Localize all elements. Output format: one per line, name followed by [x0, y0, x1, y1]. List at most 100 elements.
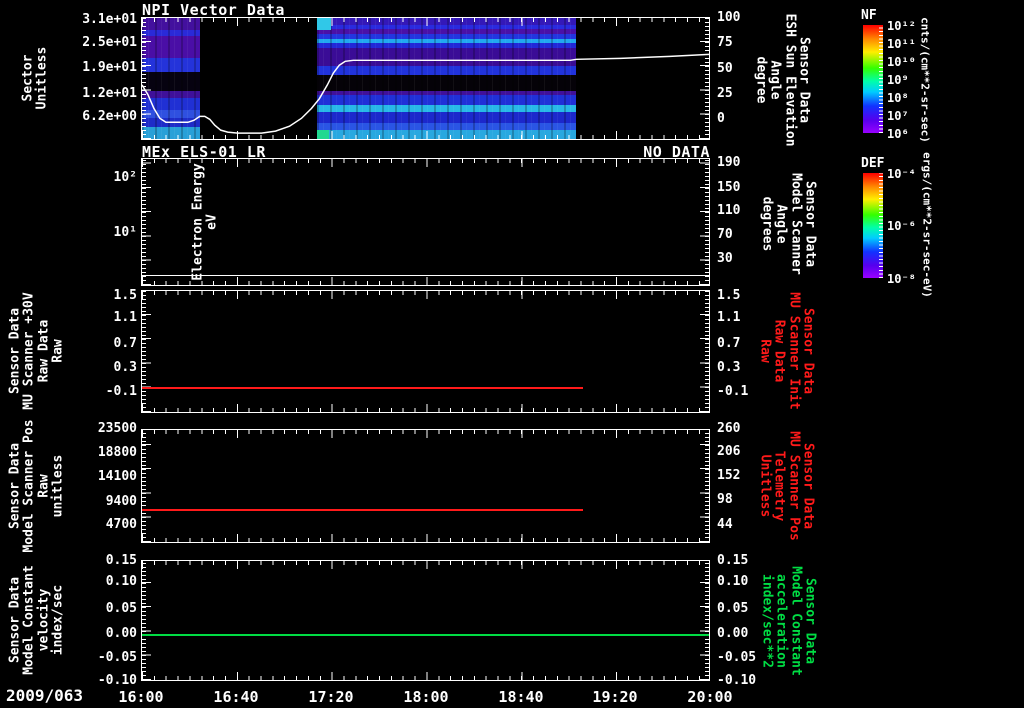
y-tick: 14100 [97, 469, 137, 484]
colorbar-ticks [879, 25, 883, 133]
ticks [142, 291, 151, 412]
y-tick: 0.00 [105, 626, 137, 641]
cyan-pixel-patch [317, 18, 331, 30]
p2-left-axis-label: Electron Energy eV [190, 163, 220, 281]
panel2-title: MEx ELS-01 LR [142, 143, 266, 161]
ticks [142, 672, 709, 680]
y-tick: 75 [717, 35, 733, 50]
y-tick: 0.00 [717, 626, 749, 641]
y-tick: 190 [717, 155, 741, 170]
x-tick: 18:00 [403, 688, 449, 706]
green-pixel-patch [317, 130, 329, 139]
ticks [142, 561, 709, 569]
ticks [142, 159, 151, 285]
y-tick: 50 [717, 61, 733, 76]
ticks [142, 131, 709, 139]
y-tick: 0.3 [717, 360, 741, 375]
y-tick: -0.05 [717, 650, 757, 665]
panel-scanner-pos [141, 429, 710, 543]
ticks [142, 18, 709, 26]
colorbar-tick: 10⁶ [887, 127, 909, 141]
def-colorbar-title: DEF [861, 156, 885, 171]
y-tick: 100 [717, 10, 741, 25]
ticks [700, 291, 709, 412]
panel-mu-scanner-30v [141, 290, 710, 413]
colorbar-tick: 10¹² [887, 19, 916, 33]
ticks [142, 159, 709, 167]
y-tick: 0 [717, 111, 725, 126]
y-tick: 4700 [105, 517, 137, 532]
y-tick: 1.5 [113, 288, 137, 303]
y-tick: 25 [717, 86, 733, 101]
page-title: NPI Vector Data [142, 1, 285, 19]
y-tick: 10² [113, 170, 137, 185]
y-tick: -0.10 [97, 673, 137, 688]
spectrogram-segment-1 [142, 18, 200, 139]
y-tick: 0.7 [113, 336, 137, 351]
y-tick: 0.05 [717, 601, 749, 616]
rainbow-gradient [863, 173, 883, 278]
colorbar-tick: 10⁻⁶ [887, 219, 916, 233]
y-tick: 10¹ [113, 225, 137, 240]
x-tick: 16:40 [213, 688, 259, 706]
ticks [142, 18, 151, 139]
y-tick: 0.10 [105, 574, 137, 589]
y-tick: 3.1e+01 [82, 12, 137, 27]
colorbar-tick: 10⁹ [887, 73, 909, 87]
ticks [700, 561, 709, 680]
ticks [142, 430, 709, 438]
red-data-line [142, 509, 583, 511]
ticks [142, 404, 709, 412]
rainbow-gradient [863, 25, 883, 133]
x-tick: 19:20 [592, 688, 638, 706]
ticks [142, 534, 709, 542]
panel-els-spectrogram [141, 158, 710, 286]
y-tick: 30 [717, 251, 733, 266]
y-tick: 0.7 [717, 336, 741, 351]
y-tick: 206 [717, 444, 741, 459]
y-tick: 6.2e+00 [82, 109, 137, 124]
nf-colorbar-title: NF [861, 8, 877, 23]
y-tick: 110 [717, 203, 741, 218]
sun-elevation-line [142, 53, 709, 134]
colorbar-tick: 10⁸ [887, 91, 909, 105]
x-tick: 18:40 [498, 688, 544, 706]
y-tick: 1.1 [717, 310, 741, 325]
y-tick: 23500 [97, 421, 137, 436]
x-tick: 17:20 [308, 688, 354, 706]
y-tick: 1.9e+01 [82, 60, 137, 75]
y-tick: 18800 [97, 445, 137, 460]
y-tick: 150 [717, 180, 741, 195]
colorbar-tick: 10⁻⁴ [887, 167, 916, 181]
x-tick: 20:00 [687, 688, 733, 706]
y-tick: 70 [717, 227, 733, 242]
y-tick: -0.1 [717, 384, 749, 399]
def-colorbar [863, 173, 883, 278]
p4-left-axis-label: Sensor Data Model Scanner Pos Raw unitle… [7, 419, 66, 553]
y-tick: -0.10 [717, 673, 757, 688]
colorbar-tick: 10⁷ [887, 109, 909, 123]
no-data-badge: NO DATA [643, 143, 710, 161]
y-tick: 0.15 [105, 553, 137, 568]
y-tick: -0.05 [97, 650, 137, 665]
colorbar-tick: 10¹¹ [887, 37, 916, 51]
ticks [700, 159, 709, 285]
ticks [142, 291, 709, 299]
ticks [142, 277, 709, 285]
els-baseline [142, 275, 709, 276]
ticks [142, 561, 151, 680]
colorbar-ticks [879, 173, 883, 278]
y-tick: 0.05 [105, 601, 137, 616]
colorbar-tick: 10¹⁰ [887, 55, 916, 69]
y-tick: -0.1 [105, 384, 137, 399]
y-tick: 0.15 [717, 553, 749, 568]
def-colorbar-unit: ergs/(cm**2-sr-sec-eV) [920, 152, 934, 298]
spectrogram-segment-2 [317, 18, 576, 139]
y-tick: 1.2e+01 [82, 86, 137, 101]
y-tick: 0.10 [717, 574, 749, 589]
x-axis-date: 2009/063 [6, 686, 84, 705]
green-data-line [142, 634, 709, 636]
colorbar-tick: 10⁻⁸ [887, 272, 916, 286]
nf-colorbar [863, 25, 883, 133]
